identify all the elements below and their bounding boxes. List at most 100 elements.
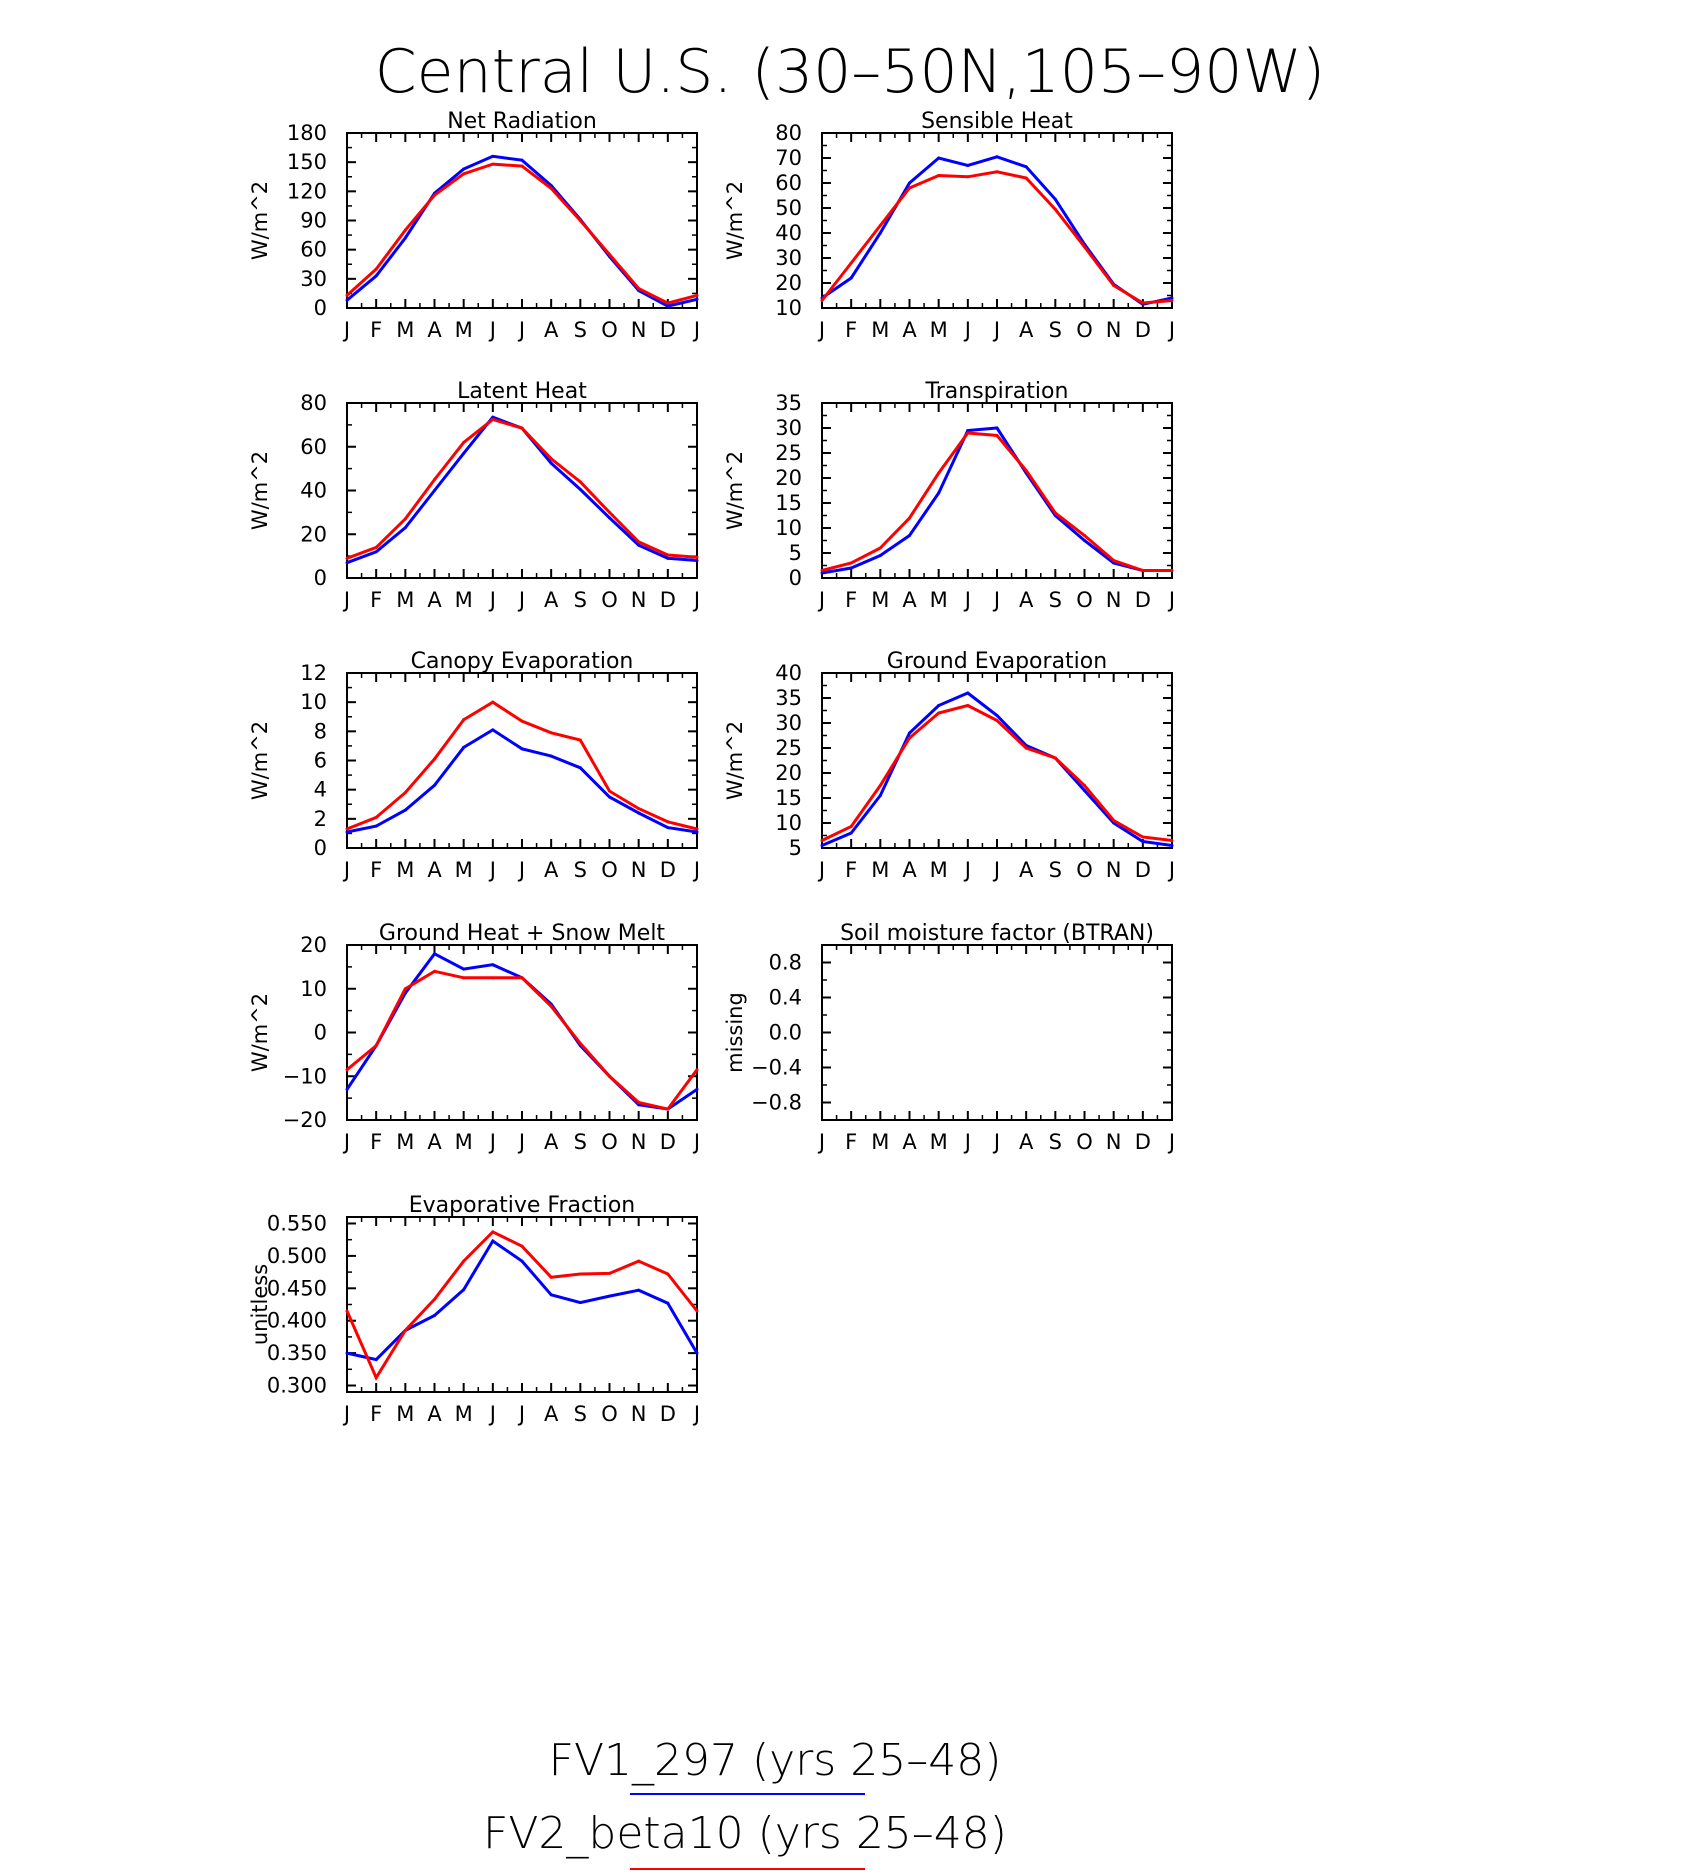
series-line-fv2-beta10 xyxy=(345,162,698,305)
data-point-fv1-297 xyxy=(578,487,582,491)
data-point-fv2-beta10 xyxy=(908,516,911,520)
x-tick-label: J xyxy=(517,318,525,342)
y-tick-label: 20 xyxy=(775,466,802,490)
legend-label-fv2-beta10: FV2_beta10 (yrs 25–48) xyxy=(483,1808,1007,1859)
x-tick-label: J xyxy=(692,1130,700,1154)
data-point-fv2-beta10 xyxy=(345,293,349,297)
data-point-fv1-297 xyxy=(966,164,970,167)
data-point-fv1-297 xyxy=(345,298,349,302)
y-tick-label: 0.550 xyxy=(267,1211,327,1235)
data-point-fv2-beta10 xyxy=(549,1275,553,1279)
data-point-fv2-beta10 xyxy=(1170,839,1174,842)
series-line-fv2-beta10 xyxy=(345,1230,699,1381)
y-tick-label: −0.8 xyxy=(751,1091,802,1115)
data-point-fv2-beta10 xyxy=(1053,756,1057,760)
data-point-fv2-beta10 xyxy=(345,556,349,560)
x-tick-label: D xyxy=(660,1402,676,1426)
data-point-fv1-297 xyxy=(937,156,941,160)
y-tick-label: 35 xyxy=(775,686,802,710)
data-point-fv2-beta10 xyxy=(1083,534,1086,537)
x-tick-label: A xyxy=(1019,858,1034,882)
data-point-fv2-beta10 xyxy=(549,731,553,735)
x-tick-label: J xyxy=(963,318,971,342)
data-point-fv2-beta10 xyxy=(966,175,970,179)
x-tick-label: S xyxy=(574,1130,587,1154)
data-point-fv2-beta10 xyxy=(374,545,378,549)
data-point-fv1-297 xyxy=(908,181,911,185)
data-point-fv1-297 xyxy=(666,826,670,830)
data-point-fv2-beta10 xyxy=(462,718,466,722)
data-point-fv2-beta10 xyxy=(666,1272,670,1276)
data-point-fv1-297 xyxy=(966,429,970,432)
x-tick-label: N xyxy=(631,1402,647,1426)
x-tick-label: J xyxy=(692,1402,700,1426)
data-point-fv1-297 xyxy=(462,967,466,971)
plot-frame xyxy=(821,944,1173,1121)
y-tick-label: 10 xyxy=(300,690,327,714)
y-tick-label: 10 xyxy=(300,977,327,1001)
x-tick-label: O xyxy=(601,588,618,612)
data-point-fv2-beta10 xyxy=(695,555,699,559)
data-point-fv2-beta10 xyxy=(374,267,378,271)
data-point-fv2-beta10 xyxy=(1083,784,1086,787)
x-tick-label: M xyxy=(396,1130,414,1154)
data-point-fv1-297 xyxy=(995,714,999,717)
data-point-fv1-297 xyxy=(820,844,824,847)
x-tick-label: S xyxy=(574,858,587,882)
data-point-fv1-297 xyxy=(403,236,407,240)
x-tick-label: A xyxy=(1019,1130,1034,1154)
y-tick-label: 15 xyxy=(775,491,802,515)
y-axis-label: W/m^2 xyxy=(248,451,272,530)
data-point-fv2-beta10 xyxy=(433,193,436,197)
data-point-fv1-297 xyxy=(549,754,553,758)
data-point-fv2-beta10 xyxy=(549,1004,553,1008)
data-point-fv2-beta10 xyxy=(549,457,553,461)
x-tick-label: J xyxy=(517,1130,525,1154)
x-tick-label: O xyxy=(601,1402,618,1426)
data-point-fv1-297 xyxy=(374,1358,378,1362)
data-point-fv2-beta10 xyxy=(666,553,670,557)
panel-title: Evaporative Fraction xyxy=(409,1193,635,1218)
x-tick-label: O xyxy=(601,858,618,882)
y-tick-label: 0 xyxy=(314,296,327,320)
data-point-fv1-297 xyxy=(491,728,495,732)
y-tick-label: 70 xyxy=(775,146,802,170)
panel-title: Soil moisture factor (BTRAN) xyxy=(840,921,1154,946)
x-tick-label: N xyxy=(631,588,647,612)
x-tick-label: S xyxy=(574,588,587,612)
data-point-fv1-297 xyxy=(995,426,999,430)
y-tick-label: 25 xyxy=(775,736,802,760)
data-point-fv2-beta10 xyxy=(1141,569,1145,572)
data-point-fv2-beta10 xyxy=(1024,176,1028,180)
y-tick-label: 0.350 xyxy=(267,1341,327,1365)
x-tick-label: N xyxy=(631,318,647,342)
data-point-fv1-297 xyxy=(462,745,466,749)
y-axis-label: unitless xyxy=(248,1264,272,1345)
data-point-fv2-beta10 xyxy=(345,1068,349,1072)
data-point-fv2-beta10 xyxy=(374,1376,378,1380)
data-point-fv2-beta10 xyxy=(462,1259,466,1263)
data-point-fv1-297 xyxy=(491,963,495,967)
data-point-fv2-beta10 xyxy=(995,434,999,437)
data-point-fv2-beta10 xyxy=(849,261,853,265)
data-point-fv1-297 xyxy=(878,554,882,557)
data-point-fv1-297 xyxy=(403,526,407,530)
data-point-fv1-297 xyxy=(666,556,670,560)
x-tick-label: F xyxy=(370,1130,382,1154)
data-point-fv1-297 xyxy=(374,824,378,828)
data-point-fv2-beta10 xyxy=(937,471,941,475)
x-tick-label: F xyxy=(370,1402,382,1426)
data-point-fv1-297 xyxy=(520,158,524,162)
x-tick-label: J xyxy=(488,1402,496,1426)
data-point-fv1-297 xyxy=(966,691,970,695)
data-point-fv2-beta10 xyxy=(637,1259,641,1263)
data-point-fv1-297 xyxy=(637,543,641,547)
data-point-fv2-beta10 xyxy=(878,224,882,227)
panel-title: Transpiration xyxy=(925,379,1069,404)
data-point-fv2-beta10 xyxy=(666,301,670,305)
y-tick-label: 0.300 xyxy=(267,1374,327,1398)
panel-title: Canopy Evaporation xyxy=(411,649,634,674)
